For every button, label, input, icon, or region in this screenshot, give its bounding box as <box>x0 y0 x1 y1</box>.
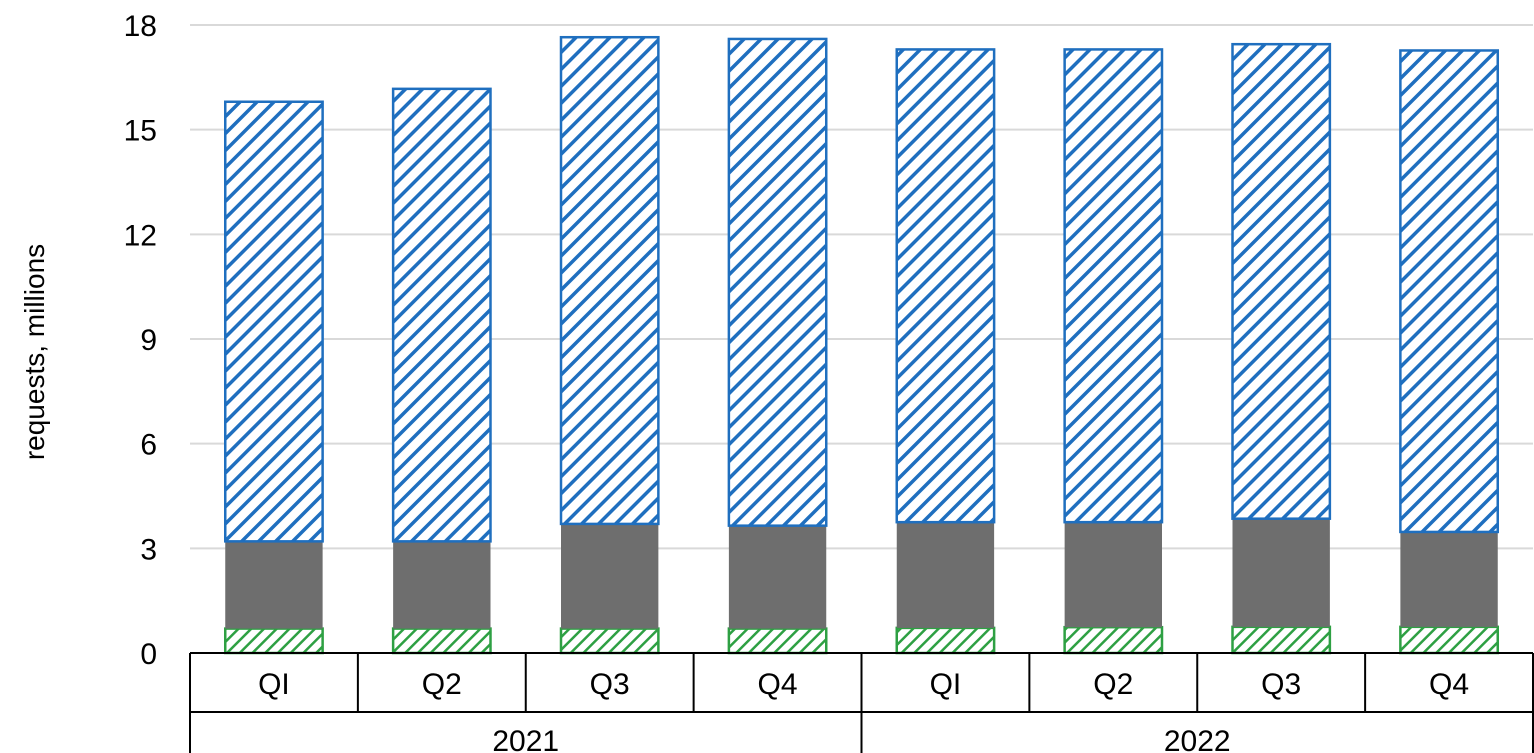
bars <box>224 35 1499 655</box>
bar-segment-series-3 <box>1231 42 1332 520</box>
bar-segment-series-2 <box>1400 531 1498 627</box>
bar-segment-series-1 <box>895 626 996 655</box>
bar-segment-series-1 <box>224 627 324 655</box>
bar-segment-series-3 <box>559 35 660 526</box>
bar-segment-series-3 <box>391 87 492 543</box>
bar-segment-series-2 <box>896 522 995 628</box>
bar-segment-series-1 <box>727 627 828 655</box>
bar-segment-series-2 <box>225 541 323 629</box>
y-tick-label: 12 <box>124 219 157 252</box>
bar-segment-series-2 <box>1232 518 1330 627</box>
bar-segment-series-1 <box>1399 625 1499 655</box>
bar-segment-series-1 <box>1063 625 1164 655</box>
bar-segment-series-3 <box>1399 49 1499 534</box>
bar-segment-series-2 <box>561 523 659 629</box>
y-axis-label: requests, millions <box>19 244 50 460</box>
bar-segment-series-1 <box>559 627 660 655</box>
bar-segment-series-2 <box>728 525 827 629</box>
bar-segment-series-3 <box>895 48 996 524</box>
y-tick-label: 6 <box>140 429 157 462</box>
x-tick-label: Q2 <box>1093 668 1133 701</box>
y-tick-label: 0 <box>140 638 157 671</box>
y-tick-label: 18 <box>124 10 157 43</box>
x-tick-label: QI <box>258 668 290 701</box>
y-tick-label: 15 <box>124 115 157 148</box>
x-group-label: 2021 <box>492 725 559 753</box>
x-tick-label: Q3 <box>590 668 630 701</box>
y-axis-ticks: 0 3 6 9 12 15 18 <box>124 10 157 671</box>
x-axis: QI Q2 Q3 Q4 QI Q2 Q3 Q4 2021 2022 <box>189 652 1534 753</box>
bar-segment-series-3 <box>1063 48 1164 524</box>
x-tick-label: QI <box>930 668 962 701</box>
bar-segment-series-3 <box>727 37 828 527</box>
bar-segment-series-3 <box>224 100 324 543</box>
gridlines <box>190 24 1533 550</box>
y-tick-label: 3 <box>140 533 157 566</box>
x-group-label: 2022 <box>1164 725 1231 753</box>
x-tick-label: Q4 <box>758 668 798 701</box>
bar-segment-series-2 <box>393 541 491 629</box>
bar-segment-series-1 <box>1231 625 1332 655</box>
bar-segment-series-1 <box>391 627 492 655</box>
x-tick-label: Q4 <box>1429 668 1469 701</box>
x-tick-label: Q3 <box>1261 668 1301 701</box>
y-tick-label: 9 <box>140 324 157 357</box>
x-tick-label: Q2 <box>422 668 462 701</box>
bar-segment-series-2 <box>1064 522 1162 628</box>
